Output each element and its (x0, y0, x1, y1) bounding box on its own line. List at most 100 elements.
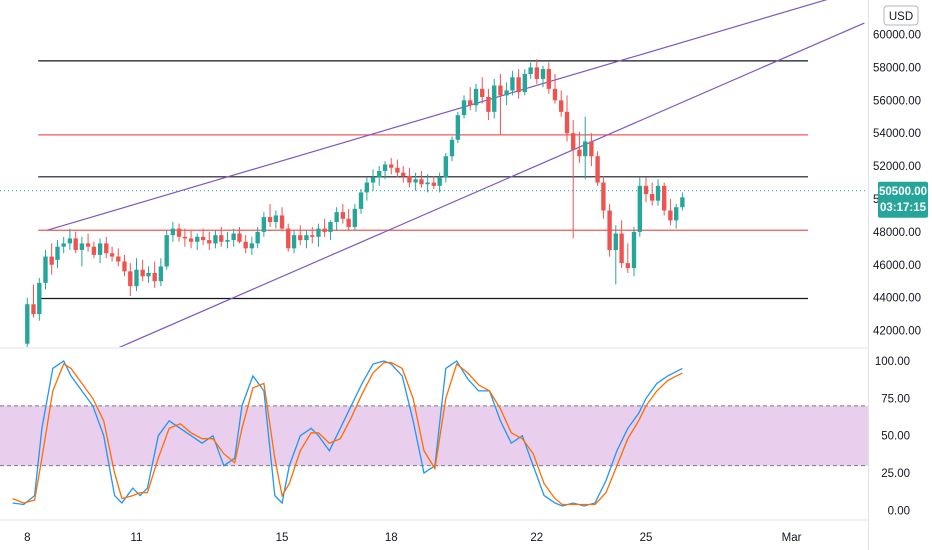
candle-body[interactable] (73, 238, 78, 250)
candle-body[interactable] (631, 231, 637, 269)
candle-body[interactable] (358, 192, 364, 209)
candle-body[interactable] (370, 177, 376, 183)
candle-body[interactable] (564, 111, 570, 134)
candle-body[interactable] (674, 207, 679, 221)
candle-body[interactable] (625, 263, 630, 269)
candle-body[interactable] (291, 235, 297, 249)
candle-body[interactable] (61, 243, 66, 247)
candle-body[interactable] (91, 246, 97, 255)
candle-body[interactable] (662, 185, 667, 211)
stoch-d-line[interactable] (12, 361, 683, 506)
candle-body[interactable] (340, 212, 346, 219)
candle-body[interactable] (498, 85, 503, 96)
candle-body[interactable] (122, 261, 127, 272)
candle-body[interactable] (552, 88, 558, 101)
candle-body[interactable] (601, 182, 606, 211)
candle-body[interactable] (516, 77, 521, 93)
stoch-rsi-pane[interactable] (0, 360, 868, 507)
candle-body[interactable] (510, 77, 515, 91)
currency-badge[interactable] (883, 5, 919, 26)
candle-body[interactable] (310, 235, 315, 237)
candle-body[interactable] (407, 175, 412, 183)
candle-body[interactable] (364, 182, 370, 193)
candle-body[interactable] (419, 179, 424, 185)
candle-body[interactable] (619, 233, 624, 264)
candle-body[interactable] (522, 74, 527, 93)
candle-body[interactable] (304, 235, 309, 241)
candle-body[interactable] (55, 246, 60, 260)
candle-body[interactable] (437, 177, 442, 186)
candle-body[interactable] (31, 304, 36, 315)
candle-body[interactable] (473, 88, 479, 106)
candle-body[interactable] (504, 90, 509, 96)
candle-body[interactable] (655, 185, 661, 201)
candle-body[interactable] (528, 67, 533, 75)
last-price-badge[interactable] (878, 181, 928, 218)
candle-body[interactable] (589, 141, 594, 157)
candle-body[interactable] (534, 67, 539, 79)
candle-body[interactable] (146, 272, 151, 277)
candle-body[interactable] (455, 115, 461, 140)
candle-body[interactable] (182, 236, 188, 239)
candle-body[interactable] (231, 233, 236, 241)
candle-body[interactable] (273, 215, 279, 223)
candle-body[interactable] (443, 156, 449, 178)
candle-body[interactable] (97, 243, 103, 255)
candle-body[interactable] (140, 269, 145, 277)
candle-body[interactable] (170, 228, 176, 236)
candle-body[interactable] (188, 238, 194, 242)
candle-body[interactable] (540, 69, 546, 79)
candle-body[interactable] (613, 233, 618, 250)
candle-body[interactable] (225, 240, 230, 242)
candle-body[interactable] (279, 215, 285, 229)
candle-body[interactable] (382, 164, 388, 172)
candle-body[interactable] (401, 172, 406, 176)
candle-body[interactable] (116, 256, 121, 262)
candle-body[interactable] (237, 233, 242, 242)
candle-body[interactable] (67, 238, 73, 244)
candle-body[interactable] (200, 236, 206, 241)
stoch-k-line[interactable] (12, 360, 683, 507)
candle-body[interactable] (649, 194, 655, 201)
candle-body[interactable] (346, 218, 351, 227)
candle-body[interactable] (668, 210, 673, 221)
candle-body[interactable] (195, 236, 200, 242)
candle-body[interactable] (134, 269, 139, 287)
candle-body[interactable] (680, 197, 685, 208)
candle-body[interactable] (49, 256, 54, 265)
candle-body[interactable] (328, 222, 333, 232)
candle-body[interactable] (176, 228, 182, 237)
candle-body[interactable] (352, 208, 358, 227)
candle-body[interactable] (577, 149, 582, 157)
candle-body[interactable] (334, 212, 339, 223)
candle-body[interactable] (492, 85, 497, 112)
candle-body[interactable] (267, 217, 273, 223)
candle-body[interactable] (219, 235, 224, 242)
candle-body[interactable] (395, 167, 400, 173)
candle-body[interactable] (431, 182, 437, 186)
candle-body[interactable] (249, 243, 255, 249)
candle-body[interactable] (595, 156, 600, 183)
price-pane[interactable] (0, 0, 868, 349)
candle-body[interactable] (79, 243, 85, 250)
candle-body[interactable] (607, 210, 612, 250)
candle-body[interactable] (207, 240, 212, 244)
candle-body[interactable] (104, 243, 109, 254)
candle-body[interactable] (261, 217, 267, 232)
candle-body[interactable] (486, 97, 491, 112)
candle-body[interactable] (158, 266, 164, 282)
candle-body[interactable] (637, 185, 642, 232)
candle-body[interactable] (298, 235, 303, 241)
candle-body[interactable] (43, 256, 48, 283)
candle-body[interactable] (286, 228, 291, 249)
candle-body[interactable] (152, 272, 157, 282)
trend-channel-line[interactable] (116, 22, 865, 349)
candle-body[interactable] (109, 253, 115, 257)
candle-body[interactable] (559, 100, 564, 112)
trend-channel-line[interactable] (47, 0, 864, 231)
candle-body[interactable] (449, 139, 455, 157)
candle-body[interactable] (25, 304, 30, 344)
candle-body[interactable] (461, 100, 467, 116)
candle-body[interactable] (213, 235, 218, 244)
